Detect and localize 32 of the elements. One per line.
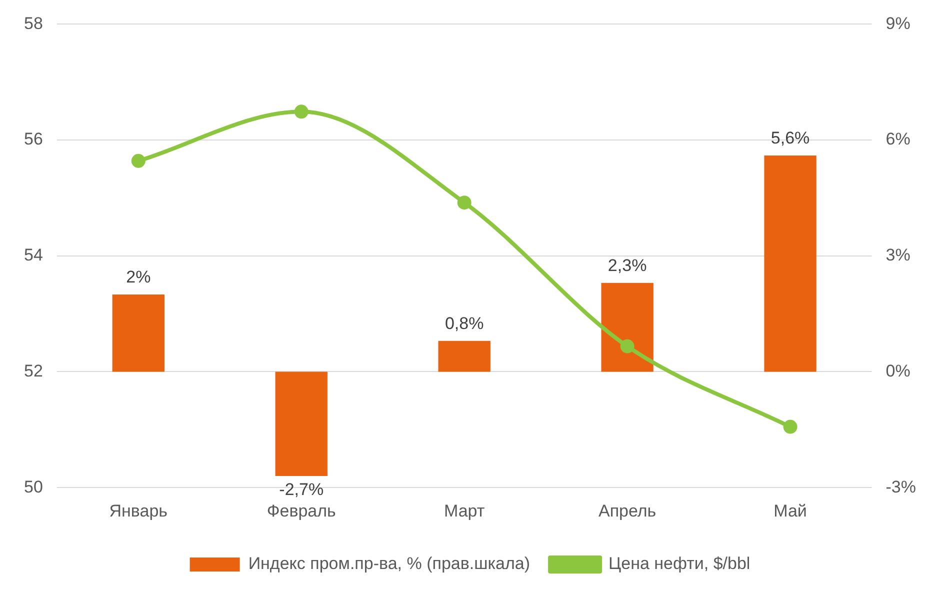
point: [783, 420, 798, 434]
bar: [601, 282, 654, 372]
bar: [764, 155, 816, 372]
bar: [275, 372, 328, 476]
x-tick-label: Февраль: [266, 501, 336, 520]
x-tick-label: Январь: [109, 501, 168, 520]
legend-label: Цена нефти, $/bbl: [608, 554, 750, 574]
data-label: 2%: [126, 268, 151, 287]
y-tick-label: 58: [24, 14, 43, 33]
y2-tick-label: -3%: [886, 477, 916, 496]
y2-tick-label: 6%: [886, 130, 910, 149]
data-label: -2,7%: [279, 480, 324, 500]
y2-tick-label: 3%: [886, 246, 910, 265]
point: [131, 154, 146, 168]
point: [457, 196, 472, 210]
bar: [112, 294, 164, 372]
bar: [438, 340, 490, 372]
y-tick-label: 52: [24, 361, 43, 380]
data-label: 5,6%: [770, 128, 810, 148]
data-label: 0,8%: [444, 314, 484, 334]
x-tick-label: Май: [774, 501, 807, 520]
y2-tick-label: 9%: [886, 14, 910, 33]
y-tick-label: 54: [24, 246, 43, 265]
x-tick-label: Апрель: [598, 501, 656, 520]
point: [294, 104, 308, 119]
x-tick-label: Март: [444, 501, 485, 520]
data-label: 2,3%: [608, 256, 647, 276]
y-tick-label: 50: [24, 477, 43, 496]
legend-label: Индекс пром.пр-ва, % (прав.шкала): [248, 554, 530, 574]
point: [620, 339, 634, 354]
y2-tick-label: 0%: [886, 361, 910, 380]
y-tick-label: 56: [24, 130, 43, 149]
